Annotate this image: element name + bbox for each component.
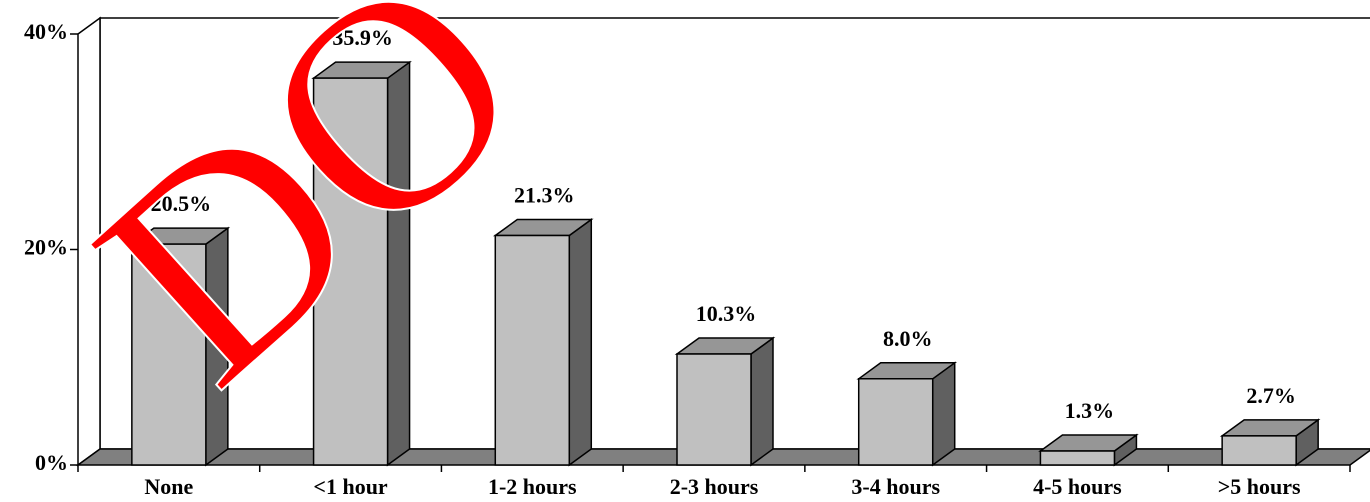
value-label: 35.9% [332,25,393,50]
bar [856,361,958,467]
bar [1038,433,1139,467]
bar [311,60,412,467]
x-tick-label: 4-5 hours [1033,474,1122,499]
bar-front [857,378,934,466]
bar-side [750,336,774,467]
bar-front [1039,450,1116,466]
bar [129,226,231,467]
bar-front [494,234,571,466]
value-label: 20.5% [151,191,212,216]
y-tick-label: 0% [35,450,68,475]
bar [492,218,594,467]
bar-front [676,353,752,466]
bar [674,336,776,467]
x-tick-label: <1 hour [313,474,388,499]
x-tick-label: 1-2 hours [488,474,577,499]
bar-side [568,218,593,467]
value-label: 8.0% [883,326,933,351]
y-tick-label: 20% [24,235,68,260]
x-tick-label: 2-3 hours [670,474,759,499]
value-label: 10.3% [696,301,757,326]
value-label: 21.3% [514,183,575,208]
bar-side [931,361,956,467]
bar [1219,418,1321,467]
x-tick-label: None [144,474,193,499]
bar-front [131,243,207,466]
y-tick-label: 40% [24,19,68,44]
bar-front [1221,435,1297,466]
x-tick-label: >5 hours [1218,474,1301,499]
value-label: 1.3% [1065,398,1115,423]
bar-front [312,77,389,466]
x-tick-label: 3-4 hours [851,474,940,499]
value-label: 2.7% [1246,383,1296,408]
